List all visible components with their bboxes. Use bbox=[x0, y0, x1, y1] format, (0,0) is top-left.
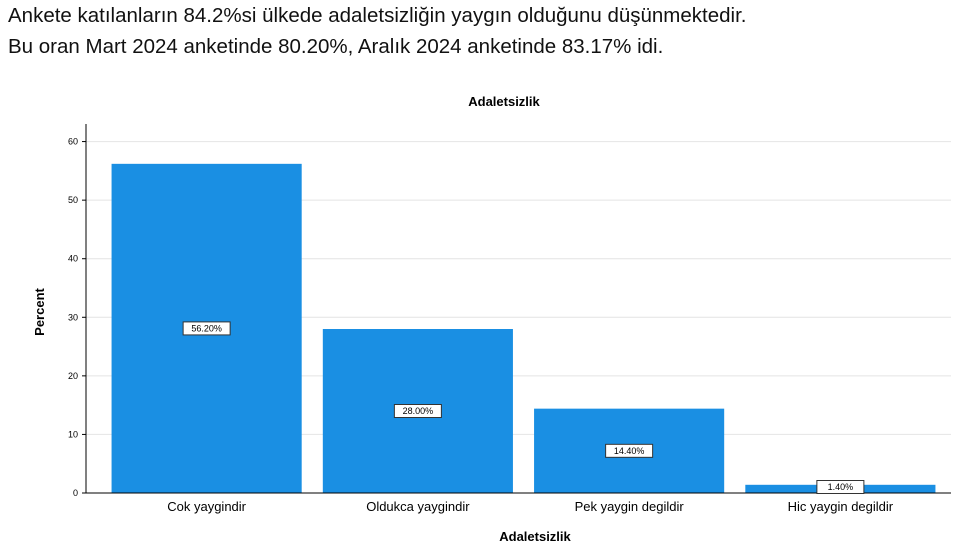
data-label-box bbox=[393, 404, 442, 418]
data-label: 56.20% bbox=[191, 324, 222, 334]
summary-line-1: Ankete katılanların 84.2%si ülkede adale… bbox=[8, 4, 747, 27]
bars bbox=[111, 163, 936, 494]
data-label: 28.00% bbox=[403, 406, 434, 416]
summary-text: Ankete katılanların 84.2%si ülkede adale… bbox=[8, 0, 963, 62]
y-ticks: 0 10 20 30 40 50 60 bbox=[68, 137, 86, 498]
x-category-label: Pek yaygin degildir bbox=[575, 499, 685, 514]
y-tick-label: 50 bbox=[68, 195, 78, 205]
x-category-label: Cok yaygindir bbox=[167, 499, 246, 514]
y-axis-title: Percent bbox=[32, 287, 47, 335]
data-label-box bbox=[816, 480, 865, 494]
data-label-box bbox=[605, 443, 654, 458]
y-tick-label: 0 bbox=[73, 488, 78, 498]
x-axis-title: Adaletsizlik bbox=[499, 529, 571, 544]
x-category-label: Oldukca yaygindir bbox=[366, 499, 470, 514]
y-tick-label: 60 bbox=[68, 137, 78, 147]
x-categories: Cok yaygindir Oldukca yaygindir Pek yaygin… bbox=[167, 499, 894, 514]
data-label: 1.40% bbox=[828, 482, 854, 492]
chart-title: Adaletsizlik bbox=[468, 94, 540, 109]
y-tick-label: 30 bbox=[68, 312, 78, 322]
y-tick-label: 10 bbox=[68, 429, 78, 439]
y-tick-label: 20 bbox=[68, 371, 78, 381]
axes bbox=[85, 124, 951, 494]
summary-line-2: Bu oran Mart 2024 anketinde 80.20%, Aral… bbox=[8, 35, 664, 58]
x-category-label: Hic yaygin degildir bbox=[788, 499, 894, 514]
y-tick-label: 40 bbox=[68, 254, 78, 264]
data-labels: 56.20% 28.00% 14.40% 1.40% bbox=[182, 321, 865, 494]
data-label-box bbox=[182, 321, 231, 336]
data-label: 14.40% bbox=[614, 446, 645, 456]
